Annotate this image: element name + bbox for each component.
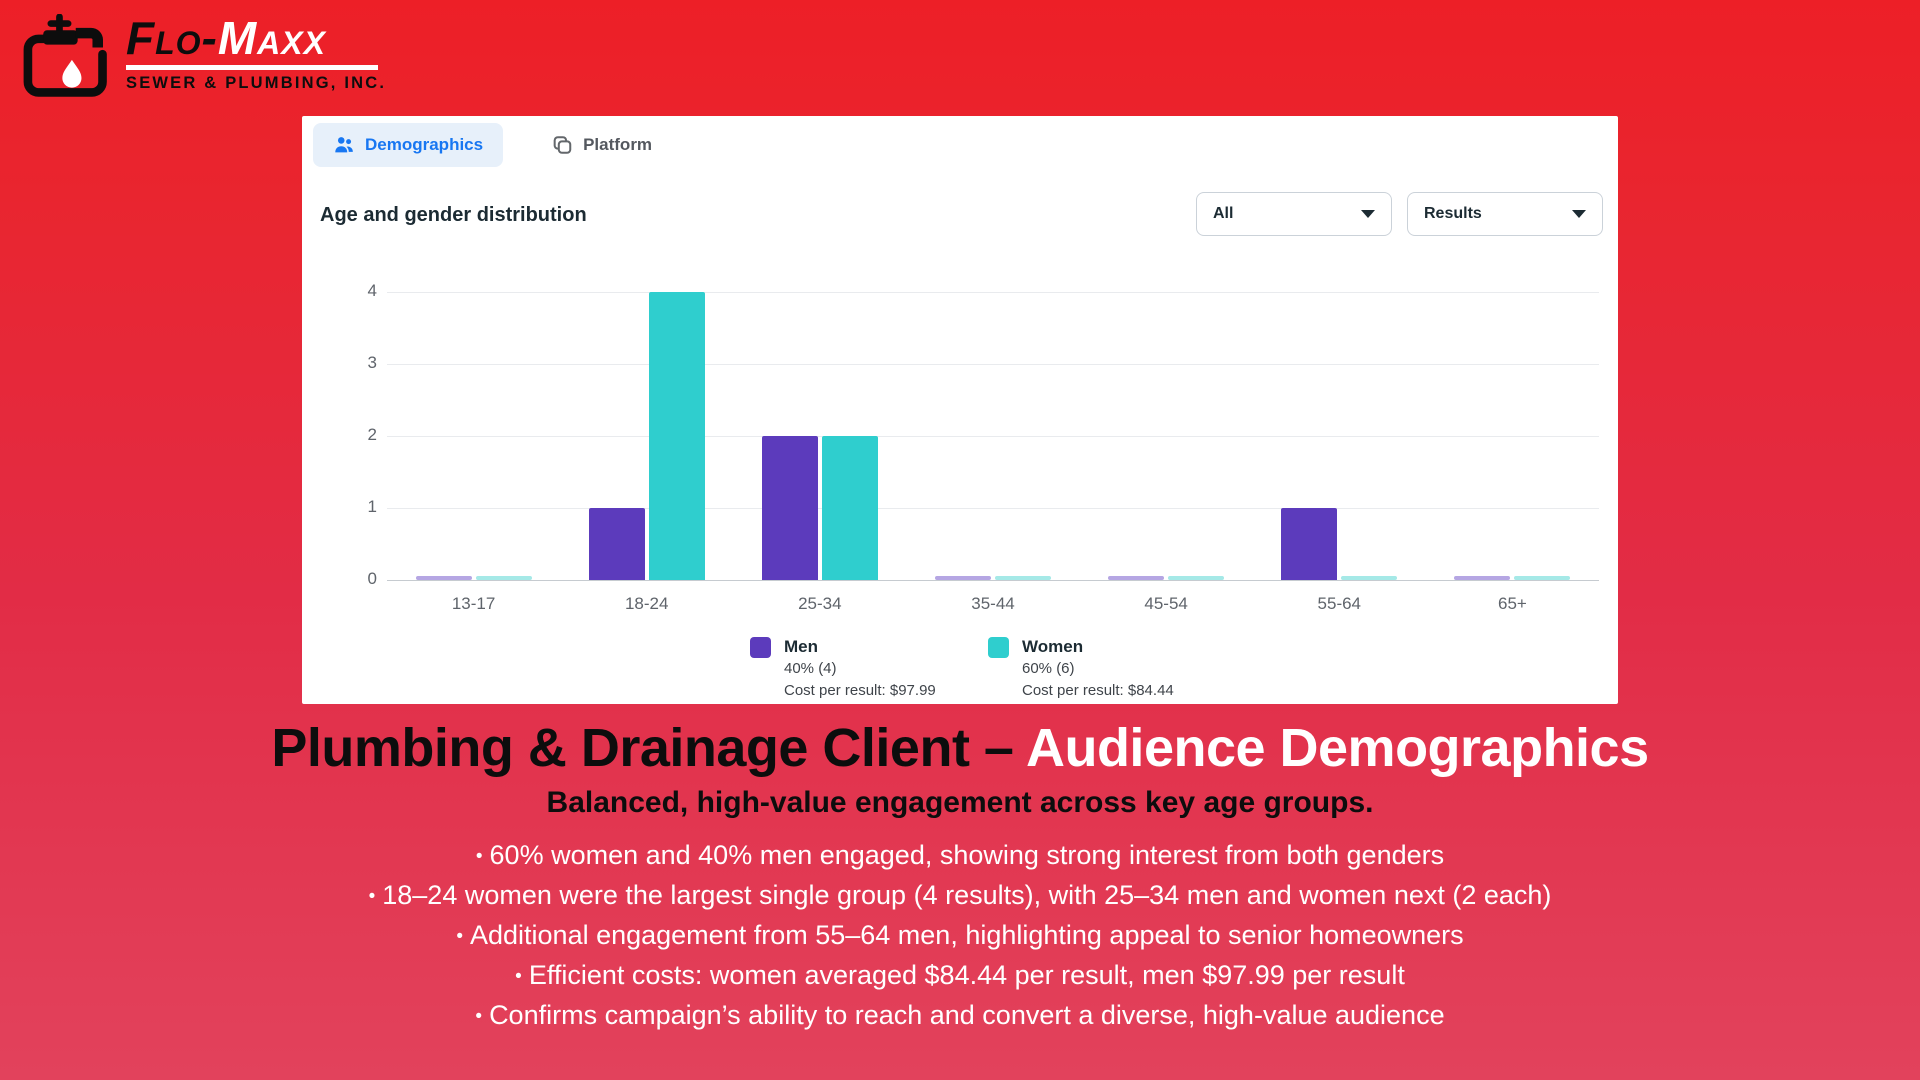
- bullet-text: 60% women and 40% men engaged, showing s…: [489, 840, 1445, 870]
- bar-women-35-44: [995, 576, 1051, 580]
- x-axis-label: 65+: [1498, 594, 1527, 613]
- x-axis-label: 25-34: [798, 594, 842, 613]
- people-icon: [335, 137, 353, 153]
- y-axis-tick: 2: [367, 425, 377, 444]
- legend-women-share: 60% (6): [1022, 660, 1075, 677]
- y-axis-tick: 1: [367, 497, 377, 516]
- bar-women-13-17: [475, 576, 532, 580]
- brand-part-flo: Flo-: [126, 12, 218, 64]
- bullet-dot: •: [456, 926, 463, 947]
- tab-platform[interactable]: Platform: [531, 123, 672, 167]
- legend-women[interactable]: Women 60% (6) Cost per result: $84.44: [988, 637, 1174, 701]
- legend-men-swatch: [750, 637, 771, 658]
- gridline: [387, 436, 1599, 437]
- tab-platform-label: Platform: [583, 135, 653, 154]
- bar-men-25-34: [761, 436, 818, 580]
- metric-dropdown[interactable]: Results: [1407, 192, 1603, 236]
- caption-title: Plumbing & Drainage Client – Audience De…: [0, 718, 1920, 778]
- legend-men[interactable]: Men 40% (4) Cost per result: $97.99: [750, 637, 936, 701]
- bullet-text: Confirms campaign’s ability to reach and…: [489, 1000, 1445, 1030]
- bullet-item: • 60% women and 40% men engaged, showing …: [0, 836, 1920, 876]
- bullet-text: 18–24 women were the largest single grou…: [382, 880, 1552, 910]
- bullet-item: • Efficient costs: women averaged $84.44 …: [0, 956, 1920, 996]
- bullet-item: • 18–24 women were the largest single gro…: [0, 876, 1920, 916]
- overlapping-squares-icon: [553, 136, 572, 154]
- bar-men-45-54: [1108, 576, 1165, 580]
- metric-dropdown-value: Results: [1424, 205, 1482, 222]
- brand-name: Flo-Maxx: [126, 14, 386, 62]
- breakdown-dropdown[interactable]: All: [1196, 192, 1392, 236]
- bullet-dot: •: [515, 966, 522, 987]
- chart-plot: 0 1 2 3 4 13-17 18-24 25-34 35-44 45-54 55-64 65+: [302, 116, 1618, 704]
- legend-women-swatch: [988, 637, 1009, 658]
- demographics-panel: Demographics Platform Age and gender dis…: [302, 116, 1618, 704]
- faucet-icon: [23, 14, 107, 97]
- bullet-item: • Additional engagement from 55–64 men, h…: [0, 916, 1920, 956]
- x-axis-label: 35-44: [971, 594, 1015, 613]
- x-axis-label: 13-17: [451, 594, 496, 613]
- flo-maxx-logo: Flo-Maxx SEWER & PLUMBING, INC.: [22, 14, 386, 102]
- gridline: [387, 292, 1599, 293]
- bar-men-13-17: [415, 576, 472, 580]
- bar-women-65+: [1514, 576, 1571, 580]
- x-axis-label: 45-54: [1144, 594, 1188, 613]
- bar-men-18-24: [588, 508, 645, 580]
- bullet-dot: •: [475, 846, 483, 867]
- bullet-dot: •: [368, 886, 376, 907]
- legend-men-name: Men: [784, 637, 818, 656]
- bar-men-35-44: [935, 576, 991, 580]
- bullet-text: Additional engagement from 55–64 men, hi…: [470, 920, 1464, 950]
- chevron-down-icon: [1572, 210, 1586, 218]
- gridline: [387, 580, 1599, 581]
- y-axis-tick: 0: [367, 569, 377, 588]
- brand-underline: [126, 65, 378, 70]
- bar-women-45-54: [1168, 576, 1225, 580]
- brand-part-maxx: Maxx: [217, 12, 326, 64]
- gridline: [387, 508, 1599, 509]
- x-axis-label: 18-24: [624, 594, 669, 613]
- bullet-item: • Confirms campaign’s ability to reach an…: [0, 996, 1920, 1036]
- chart-title: Age and gender distribution: [320, 204, 587, 226]
- panel-tabs: Demographics Platform: [313, 123, 672, 167]
- bullet-dot: •: [475, 1006, 483, 1027]
- bullet-text: Efficient costs: women averaged $84.44 p…: [528, 960, 1405, 990]
- y-axis-tick: 4: [367, 281, 377, 300]
- gridline: [387, 364, 1599, 365]
- bar-women-18-24: [648, 292, 705, 580]
- bullet-list: • 60% women and 40% men engaged, showing …: [0, 836, 1920, 1036]
- caption-block: Plumbing & Drainage Client – Audience De…: [0, 718, 1920, 1036]
- legend-men-cost: Cost per result: $97.99: [784, 682, 936, 699]
- legend-men-share: 40% (4): [784, 660, 837, 677]
- caption-subtitle: Balanced, high-value engagement across k…: [546, 786, 1374, 819]
- y-axis-tick: 3: [367, 353, 377, 372]
- caption-title-topic: Audience Demographics: [1025, 718, 1649, 778]
- legend-women-name: Women: [1022, 637, 1084, 656]
- x-axis-label: 55-64: [1317, 594, 1362, 613]
- water-drop-icon: [62, 59, 82, 88]
- caption-title-client: Plumbing & Drainage Client –: [271, 718, 1026, 778]
- bar-women-55-64: [1341, 576, 1398, 580]
- tab-demographics-label: Demographics: [365, 135, 484, 154]
- chevron-down-icon: [1361, 210, 1375, 218]
- bar-women-25-34: [821, 436, 878, 580]
- breakdown-dropdown-value: All: [1213, 205, 1234, 222]
- bar-men-55-64: [1281, 508, 1338, 580]
- tab-demographics[interactable]: Demographics: [313, 123, 504, 167]
- bar-men-65+: [1454, 576, 1511, 580]
- legend-women-cost: Cost per result: $84.44: [1022, 682, 1174, 699]
- brand-tagline: SEWER & PLUMBING, INC.: [126, 74, 387, 92]
